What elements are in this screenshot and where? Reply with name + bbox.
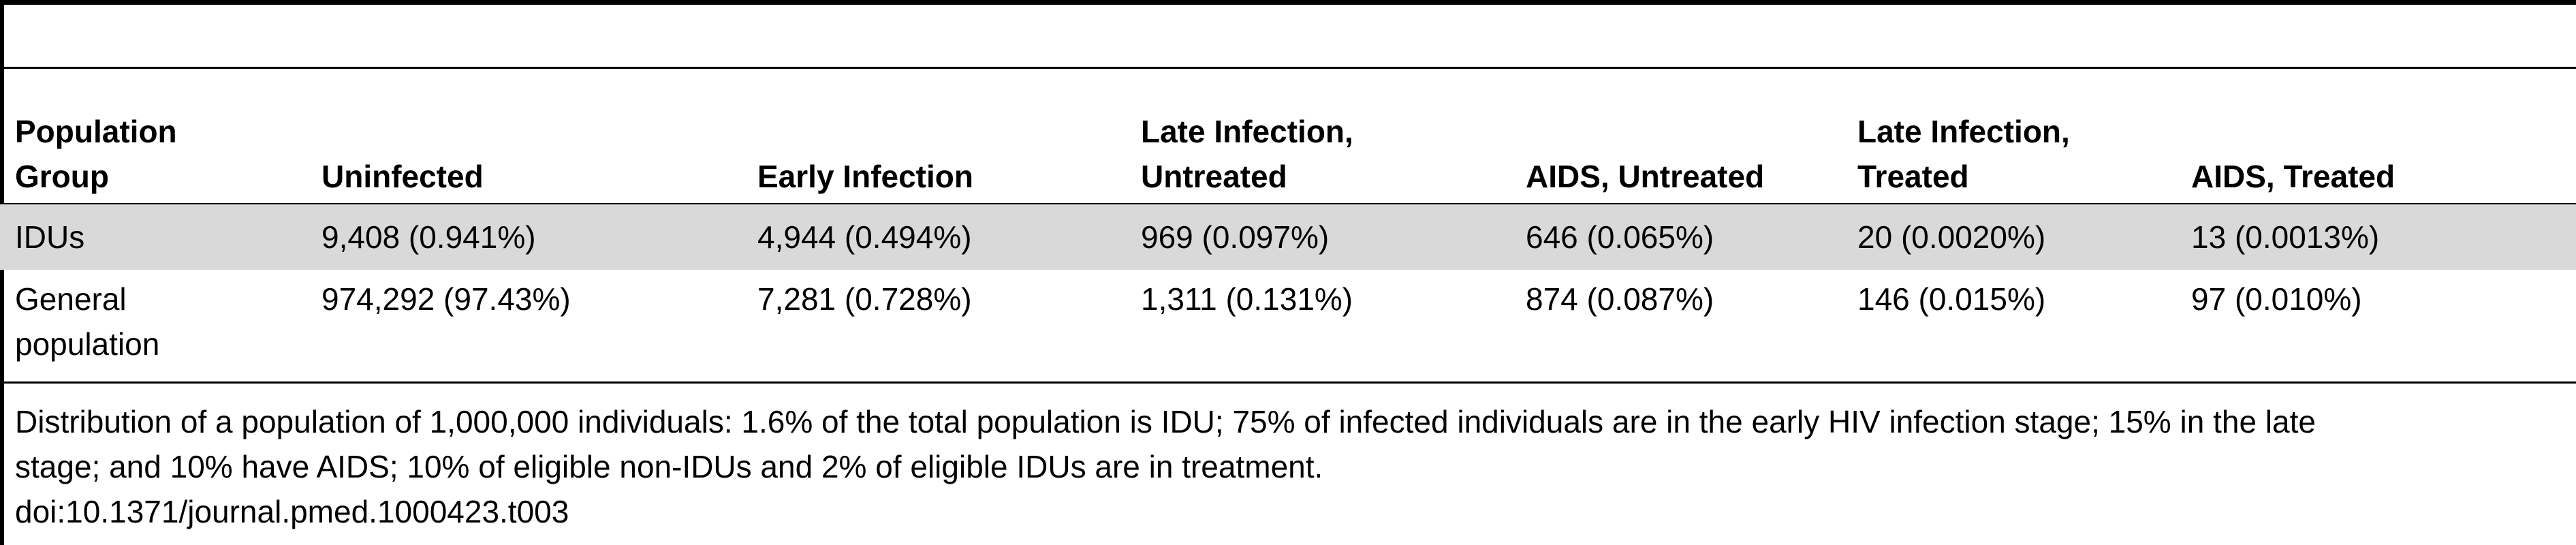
table-footnote: Distribution of a population of 1,000,00… [15,399,2562,489]
table-row-general-population: General population 974,292 (97.43%) 7,28… [0,270,2576,382]
header-early-infection: Early Infection [757,69,1141,204]
header-aids-treated: AIDS, Treated [2191,69,2576,204]
header-text-line: Population [15,114,177,149]
header-text-line: Late Infection, [1857,114,2070,149]
table-cell: 4,944 (0.494%) [757,204,1141,270]
group-text: population [15,326,160,362]
table-cell: 969 (0.097%) [1141,204,1526,270]
table-cell: 874 (0.087%) [1526,281,1714,317]
header-text-line: AIDS, Treated [2191,159,2396,194]
top-border-rule [0,0,2576,5]
table-cell: 146 (0.015%) [1857,281,2046,317]
header-text-line: Treated [1857,159,1969,194]
table-header-row: Population Group Uninfected Early Infect… [0,69,2576,204]
header-late-infection-treated: Late Infection, Treated [1857,69,2191,204]
header-text-line: Late Infection, [1141,114,1353,149]
table-cell: 1,311 (0.131%) [1141,281,1353,317]
doi-link[interactable]: doi:10.1371/journal.pmed.1000423.t003 [15,494,569,529]
group-text: IDUs [15,219,85,255]
footnote-line: stage; and 10% have AIDS; 10% of eligibl… [15,449,1323,484]
table-cell: 7,281 (0.728%) [757,281,972,317]
header-text-line: Group [15,159,109,194]
header-late-infection-untreated: Late Infection, Untreated [1141,69,1526,204]
left-border-rule [0,0,4,545]
header-aids-untreated: AIDS, Untreated [1526,69,1857,204]
header-text-line: Uninfected [321,159,484,194]
header-uninfected: Uninfected [321,69,757,204]
table-cell: 13 (0.0013%) [2191,204,2576,270]
table-row-idus: IDUs 9,408 (0.941%) 4,944 (0.494%) 969 (… [0,204,2576,270]
row-group-label: General population [0,270,321,382]
row-group-label: IDUs [0,204,321,270]
table-top-rule [0,67,2576,69]
table-cell: 9,408 (0.941%) [321,204,757,270]
table-cell: 20 (0.0020%) [1857,204,2191,270]
table-bottom-rule [0,382,2576,384]
header-population-group: Population Group [0,69,321,204]
group-text: General [15,281,127,317]
table-cell: 97 (0.010%) [2191,281,2362,317]
population-distribution-table: Population Group Uninfected Early Infect… [0,69,2576,382]
header-text-line: Early Infection [757,159,973,194]
header-text-line: Untreated [1141,159,1287,194]
table-cell: 646 (0.065%) [1526,204,1857,270]
table-cell: 974,292 (97.43%) [321,281,571,317]
footnote-line: Distribution of a population of 1,000,00… [15,404,2316,439]
header-text-line: AIDS, Untreated [1526,159,1765,194]
